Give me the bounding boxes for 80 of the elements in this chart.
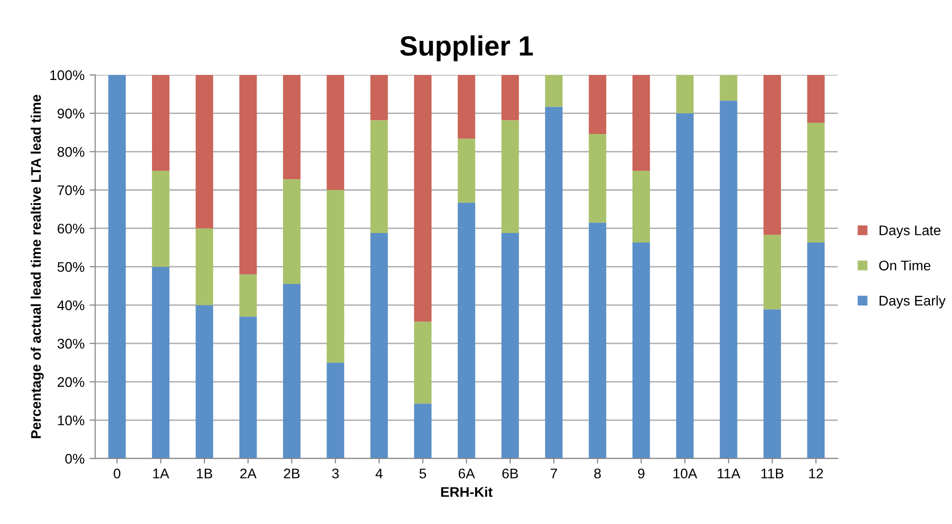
bar bbox=[545, 74, 563, 107]
legend-label: On Time bbox=[879, 260, 930, 270]
bar bbox=[632, 74, 650, 171]
y-tick-label: 40% bbox=[57, 300, 84, 310]
x-tick-label: 4 bbox=[376, 468, 383, 478]
bar bbox=[239, 74, 257, 274]
bar bbox=[152, 74, 170, 171]
x-tick-label: 12 bbox=[809, 468, 823, 478]
bar bbox=[720, 100, 738, 458]
bar bbox=[239, 316, 257, 458]
y-tick-label: 0% bbox=[65, 454, 84, 464]
y-tick-label: 30% bbox=[58, 338, 84, 349]
x-tick-label: 11B bbox=[761, 468, 784, 478]
x-tick-label: 2B bbox=[284, 468, 300, 478]
y-tick-label: 20% bbox=[58, 377, 84, 387]
legend-label: Days Early bbox=[880, 295, 946, 308]
bar bbox=[458, 202, 476, 458]
bar bbox=[632, 170, 650, 243]
bar bbox=[326, 190, 344, 363]
x-tick-label: 5 bbox=[419, 468, 426, 478]
bar bbox=[196, 228, 214, 306]
bar bbox=[807, 242, 825, 458]
bar bbox=[807, 74, 825, 123]
bar bbox=[414, 404, 432, 458]
bar bbox=[108, 74, 126, 458]
bar bbox=[676, 113, 694, 458]
x-tick-label: 7 bbox=[550, 468, 558, 478]
bar bbox=[588, 134, 606, 223]
y-tick-label: 90% bbox=[58, 108, 84, 118]
x-tick-label: 1A bbox=[153, 468, 170, 478]
x-tick-label: 8 bbox=[594, 468, 601, 478]
bar bbox=[632, 242, 650, 458]
bar bbox=[545, 106, 563, 458]
bar bbox=[196, 74, 214, 228]
bar bbox=[720, 74, 738, 101]
bar bbox=[588, 222, 606, 458]
bar bbox=[152, 266, 170, 458]
bar bbox=[326, 74, 344, 190]
x-tick-label: 2A bbox=[240, 468, 257, 478]
bar bbox=[370, 120, 388, 233]
bar bbox=[283, 179, 300, 284]
y-tick-label: 60% bbox=[58, 224, 84, 234]
bar bbox=[764, 74, 781, 235]
bar bbox=[370, 74, 388, 120]
y-tick-label: 70% bbox=[58, 185, 84, 196]
bar bbox=[588, 74, 606, 134]
x-axis-title: ERH-Kit bbox=[441, 486, 493, 497]
bar bbox=[458, 138, 476, 203]
bar bbox=[326, 362, 344, 458]
bar bbox=[501, 74, 519, 120]
x-tick-label: 11A bbox=[718, 468, 740, 478]
x-tick-label: 10A bbox=[674, 468, 698, 478]
x-tick-label: 0 bbox=[114, 468, 120, 478]
y-tick-label: 80% bbox=[58, 146, 84, 157]
bar bbox=[764, 234, 781, 310]
bar bbox=[239, 274, 257, 317]
x-tick-label: 3 bbox=[332, 468, 339, 478]
y-tick-label: 10% bbox=[58, 415, 84, 426]
bar bbox=[152, 170, 170, 267]
bar bbox=[196, 305, 214, 458]
y-axis-title: Percentage of actual lead time realtive LTA lead time bbox=[30, 94, 44, 438]
legend-label: Days Late bbox=[880, 226, 940, 238]
bar bbox=[283, 284, 300, 458]
bar bbox=[283, 74, 300, 180]
x-tick-label: 1B bbox=[196, 468, 212, 478]
bar bbox=[676, 74, 694, 114]
bar bbox=[501, 120, 519, 233]
chart-title: Supplier 1 bbox=[400, 35, 533, 62]
bar bbox=[807, 122, 825, 243]
bar bbox=[370, 232, 388, 458]
y-tick-label: 100% bbox=[50, 70, 84, 80]
x-tick-label: 6A bbox=[458, 468, 475, 478]
y-tick-label: 50% bbox=[58, 262, 84, 272]
bar bbox=[414, 322, 432, 404]
bar bbox=[764, 309, 781, 458]
bar bbox=[414, 74, 432, 322]
x-tick-label: 6B bbox=[502, 468, 518, 478]
x-tick-label: 9 bbox=[638, 468, 644, 478]
bar bbox=[458, 74, 476, 139]
bar bbox=[501, 232, 519, 458]
